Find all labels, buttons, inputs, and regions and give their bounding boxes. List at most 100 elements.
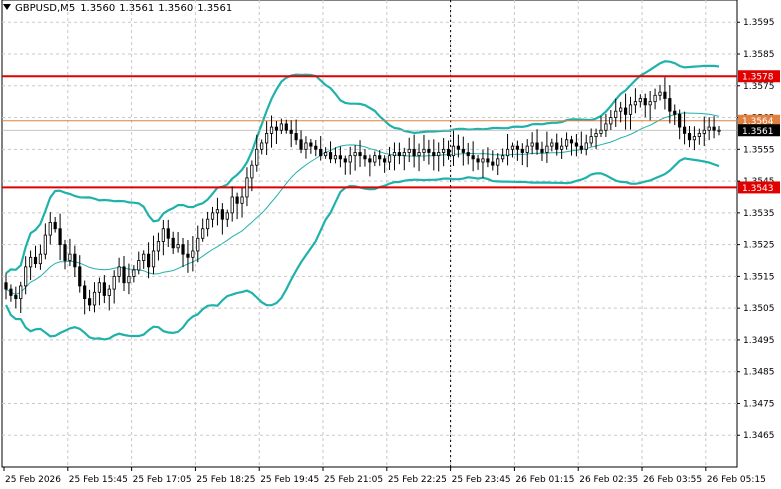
candle-body — [692, 136, 697, 141]
candle-body — [397, 152, 401, 157]
x-tick-label: 25 Feb 23:45 — [452, 475, 511, 485]
x-tick-label: 25 Feb 22:25 — [388, 475, 447, 485]
candle-body — [682, 126, 687, 134]
candle-body — [673, 110, 677, 115]
candle-body — [97, 282, 102, 293]
dropdown-triangle-icon[interactable] — [3, 4, 11, 10]
candle-body — [599, 129, 603, 134]
candle-body — [712, 126, 716, 131]
x-tick-label: 26 Feb 05:15 — [707, 475, 766, 485]
x-tick-label: 25 Feb 19:45 — [260, 475, 319, 485]
candle-body — [466, 152, 470, 157]
candle-body — [127, 275, 131, 284]
candle-body — [33, 256, 38, 265]
candle-body — [269, 126, 274, 134]
candle-body — [501, 155, 505, 160]
support-level-label: 1.3543 — [742, 184, 774, 194]
candle-body — [530, 142, 534, 147]
candle-body — [427, 148, 431, 153]
candle-body — [633, 101, 638, 106]
candle-body — [387, 155, 392, 163]
bid-price-tag — [738, 124, 780, 137]
candle-body — [604, 123, 608, 131]
y-tick-label: 1.3575 — [743, 82, 775, 92]
bollinger-upper-line — [5, 60, 720, 275]
horizontal-levels — [2, 75, 737, 189]
candle-body — [505, 148, 510, 157]
candle-body — [63, 244, 67, 261]
candle-body — [210, 212, 215, 220]
candle-body — [678, 113, 682, 128]
y-tick-label: 1.3475 — [743, 399, 775, 409]
candle-body — [432, 152, 436, 157]
candle-body — [707, 126, 711, 131]
candle-body — [328, 152, 333, 160]
y-tick-label: 1.3515 — [743, 272, 775, 282]
candle-body — [78, 266, 82, 287]
resistance-level-tag — [738, 70, 780, 83]
y-tick-label: 1.3495 — [743, 336, 775, 346]
y-tick-label: 1.3595 — [743, 18, 775, 28]
candle-body — [535, 142, 539, 150]
candle-body — [471, 155, 475, 160]
candle-body — [402, 152, 406, 157]
candle-body — [491, 161, 495, 166]
candle-body — [137, 260, 141, 271]
x-tick-label: 25 Feb 21:05 — [324, 475, 383, 485]
candle-body — [73, 253, 77, 268]
candle-body — [284, 123, 288, 131]
candle-body — [53, 221, 57, 230]
candle-body — [446, 148, 451, 157]
candle-body — [151, 250, 156, 268]
time-axis: 25 Feb 2026 25 Feb 15:45 25 Feb 17:05 25 Fe… — [3, 467, 766, 485]
candle-body — [122, 266, 126, 284]
candle-body — [161, 228, 165, 242]
candle-body — [24, 266, 28, 287]
candle-body — [717, 129, 721, 132]
candle-body — [274, 126, 279, 131]
candle-body — [515, 145, 519, 150]
candle-body — [619, 107, 623, 112]
plot-frame — [1, 0, 738, 468]
candle-body — [299, 139, 303, 150]
candle-body — [186, 253, 190, 258]
candle-body — [643, 98, 647, 106]
candle-body — [117, 266, 121, 277]
candle-body — [407, 148, 411, 153]
candle-body — [422, 148, 426, 153]
candle-body — [687, 133, 692, 141]
moving-average-line — [5, 112, 720, 295]
candle-body — [38, 253, 43, 265]
moving-average — [5, 112, 720, 295]
candle-body — [279, 123, 283, 131]
candle-body — [235, 196, 239, 204]
candle-body — [215, 209, 220, 214]
x-tick-label: 25 Feb 17:05 — [133, 475, 192, 485]
candle-body — [245, 177, 249, 198]
candle-body — [176, 244, 180, 249]
resistance-level-label: 1.3578 — [742, 73, 774, 83]
candle-body — [378, 155, 382, 160]
candle-body — [9, 288, 13, 296]
candle-body — [437, 152, 441, 157]
candle-body — [442, 148, 446, 153]
y-tick-label: 1.3585 — [743, 50, 775, 60]
candle-body — [525, 145, 529, 153]
candle-body — [146, 253, 151, 268]
ohlc-close: 1.3561 — [197, 3, 233, 14]
y-tick-label: 1.3525 — [743, 241, 775, 251]
candle-body — [363, 155, 367, 160]
candle-body — [304, 142, 308, 150]
candle-body — [417, 152, 421, 157]
candle-body — [260, 142, 264, 150]
candle-body — [574, 142, 579, 147]
ohlc-low: 1.3560 — [158, 3, 194, 14]
candle-body — [181, 244, 185, 255]
candle-body — [564, 139, 569, 147]
chart-header: GBPUSD,M5 1.3560 1.3561 1.3560 1.3561 — [3, 3, 236, 14]
candle-body — [43, 234, 47, 255]
candle-body — [294, 133, 298, 141]
x-tick-label: 25 Feb 2026 — [5, 475, 61, 485]
